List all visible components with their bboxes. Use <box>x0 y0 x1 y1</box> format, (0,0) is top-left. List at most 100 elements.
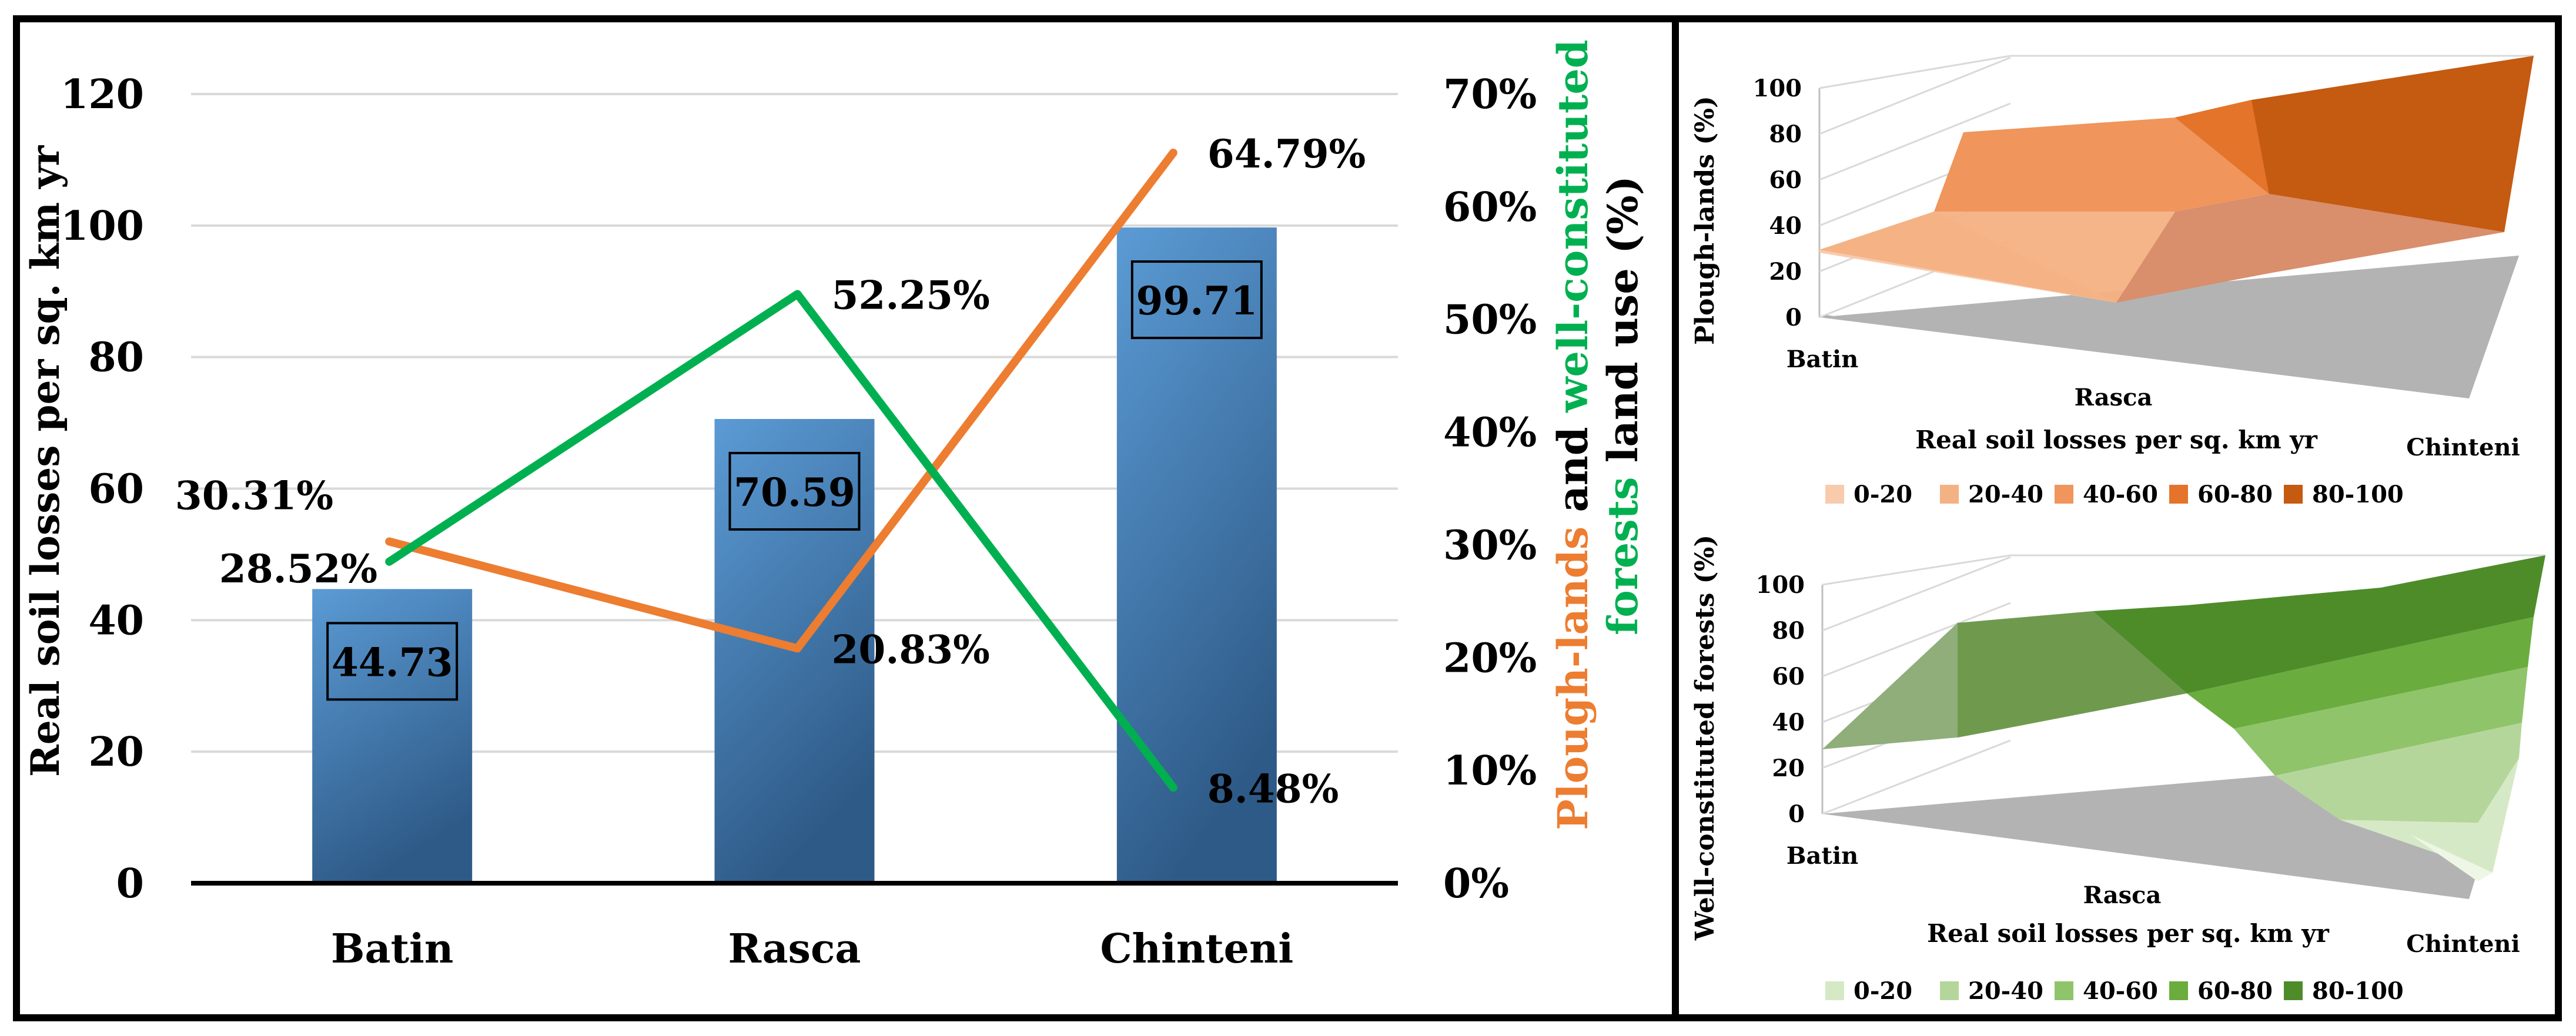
y2-label-well: well-constituted <box>1548 39 1597 413</box>
bar-value-label: 44.73 <box>332 639 453 685</box>
plough-surface-band2 <box>1819 212 2175 303</box>
bar-value-label: 99.71 <box>1136 278 1257 324</box>
y-axis-ticks: 0 20 40 60 80 100 120 <box>61 71 144 907</box>
bar <box>312 589 473 883</box>
z-tick-label: 40 <box>1769 212 1802 240</box>
legend-swatch <box>2284 981 2303 1000</box>
plough-z-label: Plough-lands (%) <box>1690 96 1720 345</box>
y-tick-label: 20 <box>88 729 144 776</box>
z-tick-label: 60 <box>1769 166 1802 194</box>
y2-tick-label: 70% <box>1443 71 1537 118</box>
legend-swatch <box>1825 485 1844 504</box>
legend-swatch <box>2169 485 2188 504</box>
forest-surface-band7 <box>2340 758 2519 873</box>
x-tick-label: Batin <box>331 926 453 973</box>
bar-value-box <box>326 622 459 701</box>
legend-label: 80-100 <box>2312 481 2404 508</box>
bar-value-label: 70.59 <box>734 470 855 515</box>
z-tick-label: 20 <box>1769 258 1802 286</box>
legend-label: 20-40 <box>1968 977 2043 1005</box>
surface-chart-plough: 0 20 40 60 80 100 Batin Rasca Chinteni Real s… <box>1690 55 2534 508</box>
bar-value-box <box>728 451 861 531</box>
y-tick-label: 120 <box>61 71 144 118</box>
z-tick-label: 100 <box>1756 571 1805 599</box>
plough-surface-band6 <box>2175 100 2269 194</box>
series-value-label: 28.52% <box>219 546 377 592</box>
plough-legend: 0-20 20-40 40-60 60-80 80-100 <box>1825 481 2404 508</box>
z-tick-label: 0 <box>1788 800 1805 828</box>
plough-z-ticks: 0 20 40 60 80 100 <box>1753 75 1802 331</box>
legend-swatch <box>2055 981 2073 1000</box>
y-axis-label: Real soil losses per sq. km yr <box>22 145 68 777</box>
bar <box>1116 227 1277 884</box>
legend-label: 40-60 <box>2083 481 2158 508</box>
y2-label-and: and <box>1548 413 1597 527</box>
z-tick-label: 60 <box>1772 663 1805 690</box>
bar-value-box <box>1130 260 1263 340</box>
legend-swatch <box>2284 485 2303 504</box>
z-tick-label: 40 <box>1772 709 1805 736</box>
plough-cat-chinteni: Chinteni <box>2406 434 2520 461</box>
y2-tick-label: 20% <box>1443 635 1537 682</box>
x-tick-label: Chinteni <box>1100 926 1293 973</box>
legend-label: 40-60 <box>2083 977 2158 1005</box>
z-tick-label: 100 <box>1753 75 1802 102</box>
legend-swatch <box>2169 981 2188 1000</box>
plough-floor-face <box>1819 256 2519 398</box>
plough-cat-batin: Batin <box>1787 346 1858 373</box>
legend-label: 60-80 <box>2197 977 2273 1005</box>
z-tick-label: 80 <box>1769 120 1802 148</box>
series-lines <box>385 148 1177 792</box>
legend-label: 0-20 <box>1854 977 1912 1005</box>
y2-tick-label: 10% <box>1443 747 1537 794</box>
main-combo-chart: 44.73 70.59 99.71 0 20 40 60 80 100 120 0% 10% 20%… <box>22 39 1647 973</box>
y2-label-landuse: land use (%) <box>1598 176 1647 477</box>
plough-x-label: Real soil losses per sq. km yr <box>1915 425 2318 454</box>
forest-cat-rasca: Rasca <box>2083 881 2162 909</box>
z-tick-label: 20 <box>1772 755 1805 782</box>
forest-surface-band8 <box>2410 834 2493 881</box>
bars: 44.73 70.59 99.71 <box>312 227 1277 884</box>
legend-swatch <box>1825 981 1844 1000</box>
forest-surface-band5 <box>2234 667 2528 776</box>
y-tick-label: 0 <box>116 860 144 907</box>
x-axis-ticks: Batin Rasca Chinteni <box>331 926 1293 973</box>
legend-label: 20-40 <box>1968 481 2043 508</box>
forest-z-ticks: 0 20 40 60 80 100 <box>1756 571 1805 828</box>
x-tick-label: Rasca <box>728 926 861 973</box>
series-value-label: 52.25% <box>832 273 990 318</box>
series-line <box>385 148 1177 653</box>
series-line <box>385 290 1177 792</box>
forest-x-label: Real soil losses per sq. km yr <box>1927 919 2330 948</box>
y2-axis-label: Plough-lands and well-constituted forests… <box>1548 39 1647 830</box>
forest-surface-band4 <box>2187 617 2534 729</box>
y-tick-label: 40 <box>88 597 144 644</box>
y-tick-label: 80 <box>88 334 144 381</box>
legend-swatch <box>1940 485 1959 504</box>
legend-label: 0-20 <box>1854 481 1912 508</box>
legend-swatch <box>1940 981 1959 1000</box>
plough-surface-band3 <box>1934 118 2269 212</box>
legend-swatch <box>2055 485 2073 504</box>
forest-cat-chinteni: Chinteni <box>2406 930 2520 958</box>
series-value-label: 30.31% <box>175 472 333 518</box>
y2-tick-label: 50% <box>1443 297 1537 344</box>
plough-cat-rasca: Rasca <box>2075 384 2153 411</box>
series-value-label: 8.48% <box>1207 766 1339 812</box>
z-tick-label: 0 <box>1785 304 1802 331</box>
y2-label-plough: Plough-lands <box>1548 527 1597 830</box>
surface-chart-forests: 0 20 40 60 80 100 Batin Rasca Chinteni Real s… <box>1690 535 2545 1005</box>
forest-surface-band6 <box>2275 723 2522 823</box>
series-labels: 30.31% 20.83% 64.79% 28.52% 52.25% 8.48% <box>175 131 1366 812</box>
legend-label: 60-80 <box>2197 481 2273 508</box>
y2-tick-label: 0% <box>1443 860 1509 907</box>
forest-legend: 0-20 20-40 40-60 60-80 80-100 <box>1825 977 2404 1005</box>
y2-axis-ticks: 0% 10% 20% 30% 40% 50% 60% 70% <box>1443 71 1537 907</box>
plough-surface-band4 <box>2116 194 2504 303</box>
forest-cat-batin: Batin <box>1787 842 1858 870</box>
forest-surface-band3 <box>2093 555 2545 693</box>
y2-tick-label: 30% <box>1443 522 1537 569</box>
legend-label: 80-100 <box>2312 977 2404 1005</box>
series-value-label: 64.79% <box>1207 131 1366 177</box>
y2-tick-label: 40% <box>1443 410 1537 457</box>
